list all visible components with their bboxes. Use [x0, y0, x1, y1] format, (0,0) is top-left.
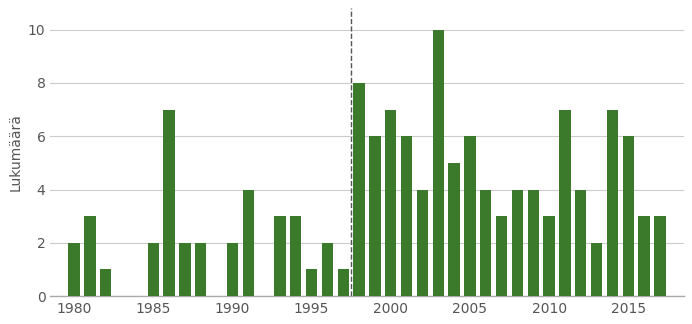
Bar	[575, 190, 586, 296]
Bar	[354, 83, 365, 296]
Bar	[401, 136, 412, 296]
Bar	[290, 216, 302, 296]
Bar	[179, 243, 191, 296]
Y-axis label: Lukumäärä: Lukumäärä	[8, 113, 22, 191]
Bar	[559, 110, 571, 296]
Bar	[654, 216, 666, 296]
Bar	[417, 190, 428, 296]
Bar	[338, 270, 349, 296]
Bar	[464, 136, 475, 296]
Bar	[163, 110, 175, 296]
Bar	[195, 243, 206, 296]
Bar	[496, 216, 507, 296]
Bar	[448, 163, 459, 296]
Bar	[243, 190, 254, 296]
Bar	[227, 243, 238, 296]
Bar	[511, 190, 523, 296]
Bar	[306, 270, 318, 296]
Bar	[385, 110, 397, 296]
Bar	[147, 243, 159, 296]
Bar	[370, 136, 381, 296]
Bar	[623, 136, 634, 296]
Bar	[322, 243, 333, 296]
Bar	[69, 243, 80, 296]
Bar	[591, 243, 602, 296]
Bar	[100, 270, 111, 296]
Bar	[84, 216, 95, 296]
Bar	[274, 216, 286, 296]
Bar	[543, 216, 555, 296]
Bar	[607, 110, 618, 296]
Bar	[432, 30, 444, 296]
Bar	[480, 190, 491, 296]
Bar	[639, 216, 650, 296]
Bar	[527, 190, 539, 296]
